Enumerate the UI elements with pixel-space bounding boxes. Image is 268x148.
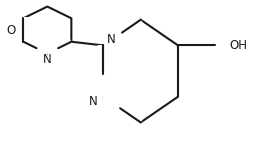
Text: O: O	[6, 24, 16, 37]
Text: N: N	[43, 53, 52, 66]
Text: N: N	[107, 33, 116, 46]
Text: OH: OH	[229, 39, 247, 52]
Text: N: N	[89, 95, 98, 108]
